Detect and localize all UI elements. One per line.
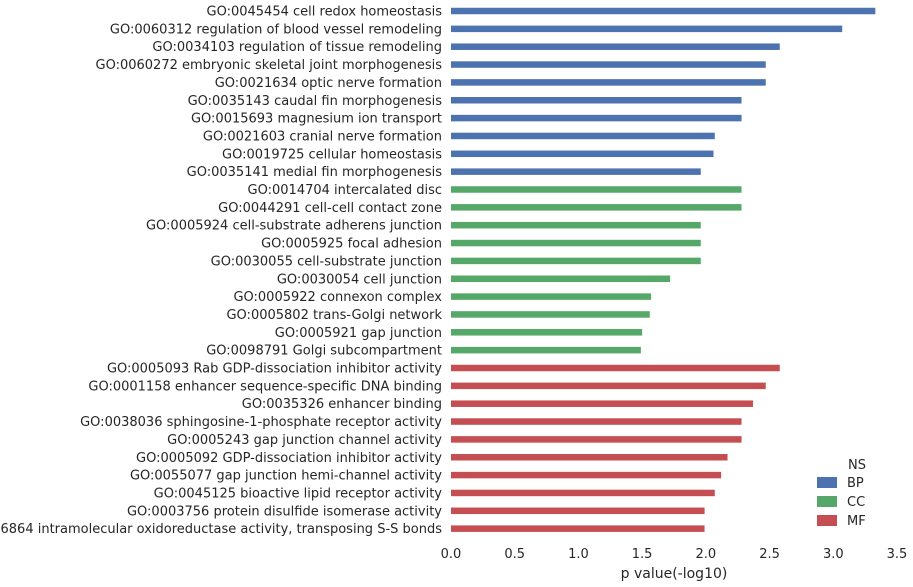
bar-cc-14 [451, 257, 701, 265]
category-label: GO:0035143 caudal fin morphogenesis [188, 94, 443, 109]
bar-cc-13 [451, 239, 701, 247]
legend-label-bp: BP [847, 476, 864, 491]
category-label: GO:0005924 cell-substrate adherens junct… [146, 219, 442, 234]
category-label: GO:0034103 regulation of tissue remodeli… [152, 40, 442, 55]
category-labels: GO:0045454 cell redox homeostasis GO:0060… [0, 5, 442, 538]
x-tick-label: 2.5 [759, 547, 780, 562]
category-label: GO:0030055 cell-substrate junction [211, 254, 442, 269]
category-label: GO:0016864 intramolecular oxidoreductase… [0, 522, 442, 537]
category-label: GO:0021603 cranial nerve formation [203, 129, 442, 144]
bar-bp-9 [451, 168, 701, 175]
category-label: GO:0001158 enhancer sequence-specific DN… [88, 379, 442, 394]
category-label: GO:0005092 GDP-dissociation inhibitor ac… [136, 451, 442, 466]
bar-mf-24 [451, 436, 742, 443]
bar-bp-0 [451, 7, 876, 15]
legend-swatch-bp [817, 477, 837, 488]
bar-cc-15 [451, 275, 671, 282]
x-tick-label: 1.0 [568, 547, 589, 562]
category-label: GO:0005093 Rab GDP-dissociation inhibito… [107, 362, 442, 377]
category-label: GO:0045454 cell redox homeostasis [207, 5, 443, 20]
category-label: GO:0019725 cellular homeostasis [222, 147, 442, 162]
bar-mf-21 [451, 382, 766, 390]
bar-mf-20 [451, 364, 780, 372]
bar-cc-16 [451, 293, 652, 300]
bar-mf-29 [451, 525, 705, 532]
bar-mf-22 [451, 400, 754, 407]
category-label: GO:0014704 intercalated disc [248, 183, 442, 198]
category-label: GO:0055077 gap junction hemi-channel act… [130, 469, 442, 484]
bar-mf-28 [451, 507, 705, 515]
category-label: GO:0045125 bioactive lipid receptor acti… [154, 486, 443, 501]
legend: NS BP CC MF [817, 458, 866, 529]
bar-bp-5 [451, 97, 742, 104]
bar-mf-25 [451, 454, 728, 461]
legend-label-cc: CC [847, 495, 865, 510]
x-tick-label: 0.0 [441, 547, 462, 562]
bar-mf-26 [451, 471, 722, 479]
x-axis-label: p value(-log10) [621, 566, 728, 582]
category-label: GO:0005922 connexon complex [233, 290, 442, 305]
bar-cc-19 [451, 346, 641, 354]
x-tick-label: 2.0 [696, 547, 717, 562]
bar-bp-2 [451, 43, 780, 50]
bar-mf-27 [451, 489, 715, 497]
legend-swatch-cc [817, 496, 837, 507]
bar-bp-1 [451, 25, 843, 33]
category-label: GO:0060272 embryonic skeletal joint morp… [96, 58, 443, 73]
category-label: GO:0005921 gap junction [275, 326, 442, 341]
category-label: GO:0005802 trans-Golgi network [226, 308, 442, 323]
x-tick-label: 1.5 [632, 547, 653, 562]
bar-cc-10 [451, 186, 742, 193]
legend-title: NS [848, 458, 866, 473]
x-tick-label: 3.5 [887, 547, 908, 562]
bars-layer [451, 7, 876, 532]
category-label: GO:0005925 focal adhesion [261, 237, 442, 252]
legend-label-mf: MF [847, 514, 866, 529]
category-label: GO:0015693 magnesium ion transport [191, 112, 442, 127]
bar-bp-8 [451, 150, 714, 158]
bar-cc-11 [451, 204, 742, 211]
category-label: GO:0003756 protein disulfide isomerase a… [127, 504, 442, 519]
category-label: GO:0038036 sphingosine-1-phosphate recep… [80, 415, 442, 430]
category-label: GO:0035141 medial fin morphogenesis [187, 165, 443, 180]
bar-mf-23 [451, 418, 742, 425]
bar-cc-17 [451, 311, 650, 318]
bar-bp-6 [451, 114, 742, 122]
category-label: GO:0021634 optic nerve formation [215, 76, 442, 91]
bar-cc-18 [451, 329, 643, 336]
bar-cc-12 [451, 221, 701, 229]
category-label: GO:0060312 regulation of blood vessel re… [110, 22, 442, 37]
x-tick-label: 0.5 [504, 547, 525, 562]
bar-bp-7 [451, 132, 715, 140]
bar-bp-3 [451, 61, 766, 68]
category-label: GO:0035326 enhancer binding [242, 397, 442, 412]
category-label: GO:0005243 gap junction channel activity [167, 433, 442, 448]
legend-swatch-mf [817, 515, 837, 526]
category-label: GO:0098791 Golgi subcompartment [206, 344, 442, 359]
x-tick-label: 3.0 [823, 547, 844, 562]
category-label: GO:0030054 cell junction [277, 272, 442, 287]
category-label: GO:0044291 cell-cell contact zone [218, 201, 442, 216]
x-axis-ticks: 0.0 0.5 1.0 1.5 2.0 2.5 3.0 3.5 [441, 547, 908, 562]
bar-bp-4 [451, 79, 766, 86]
